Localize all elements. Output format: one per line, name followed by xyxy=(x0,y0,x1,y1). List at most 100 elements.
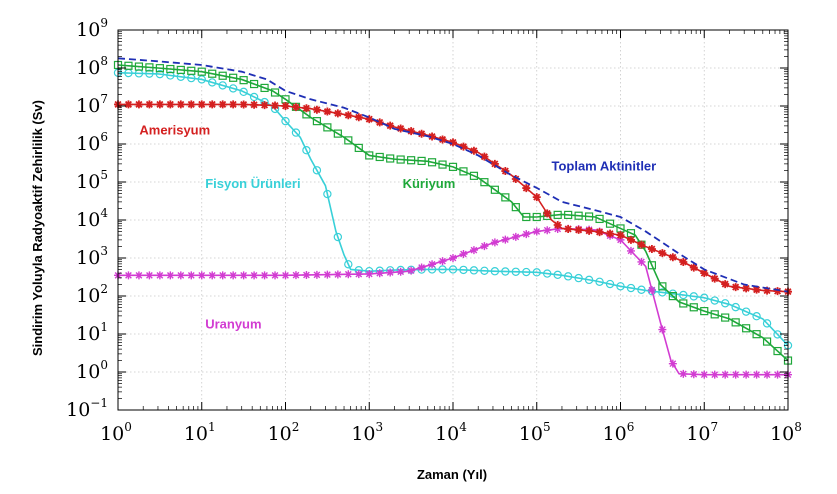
series-marker xyxy=(490,159,499,168)
series-marker xyxy=(134,271,143,280)
series-marker xyxy=(448,265,458,274)
series-marker xyxy=(438,135,447,144)
series-marker xyxy=(428,260,437,269)
series-marker xyxy=(459,250,468,259)
grid xyxy=(118,30,788,410)
series-marker xyxy=(354,143,363,153)
series-marker xyxy=(333,232,343,242)
series-marker xyxy=(543,226,552,235)
series-marker xyxy=(532,193,541,202)
series-marker xyxy=(281,116,290,126)
series-marker xyxy=(731,318,740,327)
series-marker xyxy=(511,232,520,241)
series-marker xyxy=(197,67,206,76)
series-marker xyxy=(647,286,656,295)
x-tick-label: 103 xyxy=(351,420,383,445)
series-marker xyxy=(155,64,164,73)
series-marker xyxy=(176,100,185,109)
y-tick-label: 107 xyxy=(76,92,108,117)
series-marker xyxy=(417,156,426,166)
series-marker xyxy=(375,118,384,127)
y-tick-label: 105 xyxy=(76,168,108,193)
series-marker xyxy=(647,245,656,254)
series-marker xyxy=(522,184,531,193)
series-marker xyxy=(166,64,175,74)
x-axis-title: Zaman (Yıl) xyxy=(417,467,487,482)
series-marker xyxy=(532,227,541,236)
series-marker xyxy=(574,225,583,234)
series-marker xyxy=(333,129,342,138)
series-marker xyxy=(762,319,772,328)
series-marker xyxy=(616,235,625,244)
series-marker xyxy=(218,100,227,109)
series-marker xyxy=(344,136,353,145)
series-marker xyxy=(679,369,688,378)
series-marker xyxy=(553,270,562,280)
series-marker xyxy=(710,310,719,319)
series-marker xyxy=(637,285,646,294)
series-marker xyxy=(522,267,531,277)
series-marker xyxy=(239,76,248,85)
series-marker xyxy=(271,101,280,110)
series-marker xyxy=(689,370,698,379)
series-marker xyxy=(679,299,688,308)
series-marker xyxy=(250,271,259,280)
series-labels: Toplam Aktinitler Amerisyum Küriyum Fisyon … xyxy=(139,122,656,331)
series-marker xyxy=(700,269,709,278)
series-marker xyxy=(281,102,290,110)
series-marker xyxy=(763,286,772,295)
series-marker xyxy=(658,288,667,297)
y-tick-label: 100 xyxy=(76,358,108,383)
series-marker xyxy=(668,359,677,368)
series-marker xyxy=(700,370,709,379)
series-marker xyxy=(166,271,175,280)
series-marker xyxy=(626,246,635,255)
y-tick-label: 104 xyxy=(76,206,108,231)
series-marker xyxy=(260,271,269,280)
series-marker xyxy=(543,269,552,278)
series-marker xyxy=(354,270,363,279)
series-marker xyxy=(647,261,657,270)
series-marker xyxy=(365,151,374,160)
series-marker xyxy=(564,224,573,233)
series-marker xyxy=(386,121,395,130)
series-marker xyxy=(490,185,499,194)
series-marker xyxy=(218,71,227,80)
series-marker xyxy=(773,346,782,356)
series-line xyxy=(117,57,789,293)
series-marker xyxy=(742,324,751,333)
series-marker xyxy=(312,166,322,175)
series-marker xyxy=(710,274,719,283)
series-marker xyxy=(218,81,227,90)
series-marker xyxy=(752,285,761,294)
x-tick-label: 100 xyxy=(100,420,132,445)
series-marker xyxy=(469,266,479,275)
series-marker xyxy=(375,152,384,162)
series-marker xyxy=(365,115,374,124)
series-marker xyxy=(721,313,730,322)
series-marker xyxy=(522,230,531,239)
x-tick-label: 104 xyxy=(435,420,467,445)
series-marker xyxy=(197,75,206,84)
series-marker xyxy=(626,283,636,293)
series-marker xyxy=(124,100,133,109)
series-marker xyxy=(720,299,730,308)
series-marker xyxy=(522,212,531,222)
series-marker xyxy=(469,146,478,155)
series-marker xyxy=(459,265,468,275)
series-marker xyxy=(584,275,594,285)
series-marker xyxy=(490,267,500,276)
x-tick-label: 107 xyxy=(686,420,718,445)
series-label-toplam-aktinitler: Toplam Aktinitler xyxy=(551,159,656,174)
series-marker xyxy=(448,162,458,171)
series-marker xyxy=(606,229,615,238)
series-marker xyxy=(302,270,311,279)
series-marker xyxy=(344,270,353,279)
series-marker xyxy=(145,271,154,280)
series-marker xyxy=(229,271,238,280)
axis-ticks: 100 101 102 103 104 105 106 107 10810−1100101102… xyxy=(66,16,802,445)
series-marker xyxy=(166,100,175,109)
series-marker xyxy=(281,271,290,280)
series-marker xyxy=(249,92,259,102)
